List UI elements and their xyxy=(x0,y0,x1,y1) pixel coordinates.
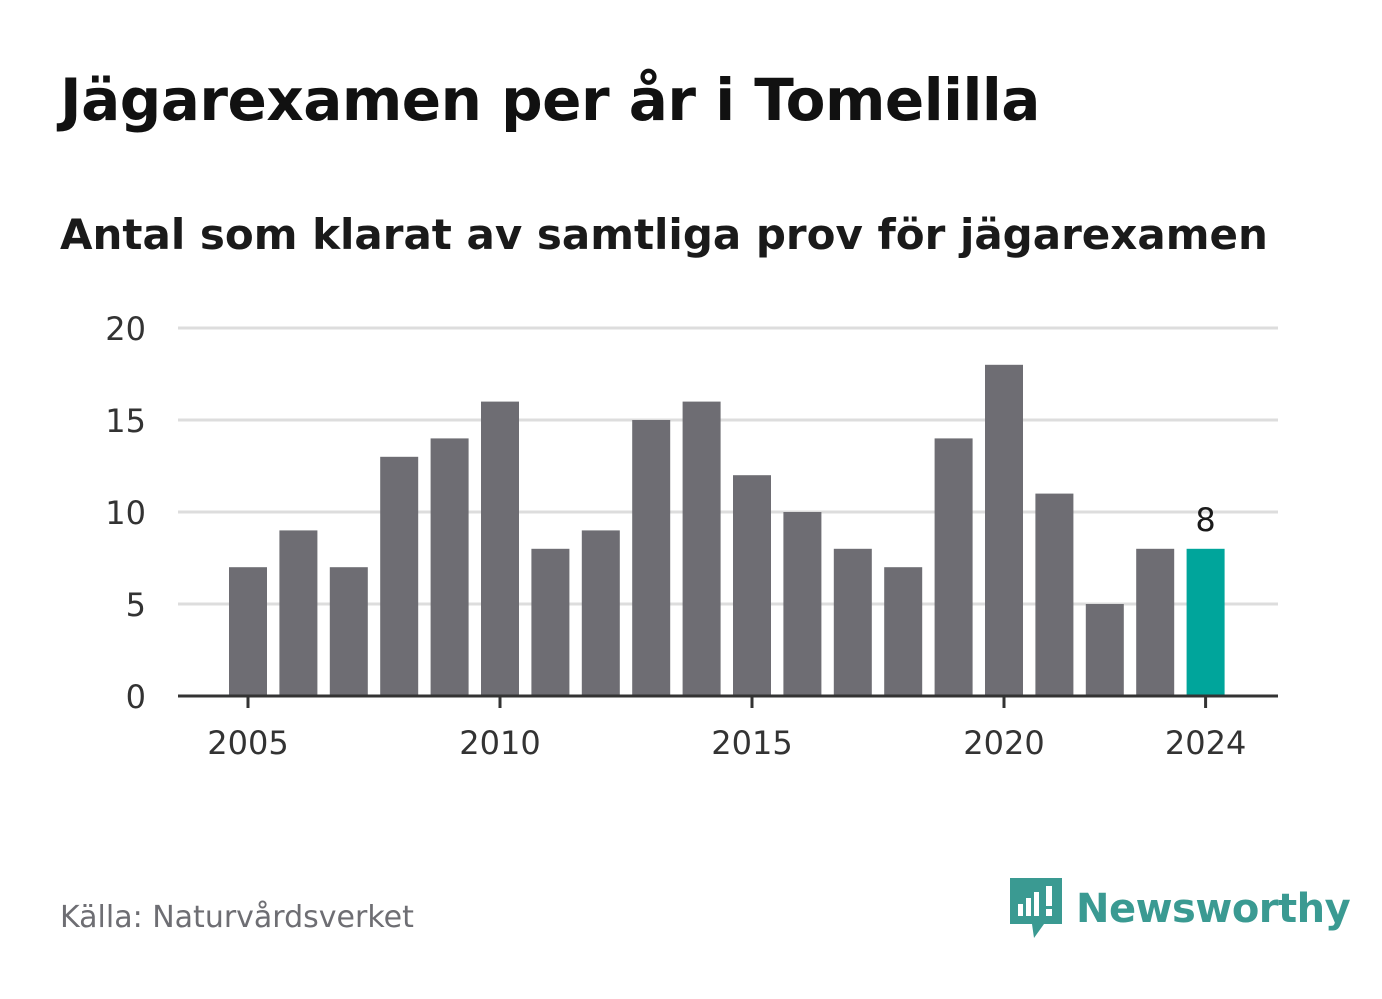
x-axis-labels: 2005 2010 2015 2020 2024 xyxy=(207,724,1246,762)
bar xyxy=(581,530,620,696)
bars xyxy=(229,364,1225,696)
bar xyxy=(833,548,872,696)
x-tick-label: 2015 xyxy=(711,724,792,762)
brand-logo: Newsworthy xyxy=(1010,878,1351,940)
bar-chart: 0 5 10 15 20 2005 2010 2015 2020 2024 8 xyxy=(105,310,1278,762)
y-tick-label: 20 xyxy=(105,310,146,348)
bar xyxy=(1136,548,1175,696)
bar xyxy=(682,401,721,696)
bar xyxy=(481,401,519,696)
y-tick-label: 0 xyxy=(126,678,146,716)
source-note: Källa: Naturvårdsverket xyxy=(60,900,414,935)
x-tick-label: 2020 xyxy=(963,724,1044,762)
chart-subtitle: Antal som klarat av samtliga prov för jä… xyxy=(60,210,1268,259)
x-tick-label: 2010 xyxy=(459,724,540,762)
brand-name: Newsworthy xyxy=(1076,886,1351,932)
y-tick-label: 15 xyxy=(105,402,146,440)
bar xyxy=(531,548,570,696)
x-axis xyxy=(178,694,1278,708)
x-tick-label: 2005 xyxy=(207,724,288,762)
bar xyxy=(380,456,419,696)
y-tick-label: 5 xyxy=(126,586,146,624)
y-tick-label: 10 xyxy=(105,494,146,532)
bar xyxy=(934,438,973,696)
bar xyxy=(884,567,923,696)
bar xyxy=(279,530,318,696)
bar xyxy=(733,475,771,696)
y-axis-labels: 0 5 10 15 20 xyxy=(105,310,146,716)
x-tick-label: 2024 xyxy=(1165,724,1246,762)
value-label: 8 xyxy=(1195,501,1215,539)
bar xyxy=(1085,604,1124,696)
bar xyxy=(430,438,469,696)
bar xyxy=(783,512,822,696)
chart-title: Jägarexamen per år i Tomelilla xyxy=(60,66,1040,134)
bar xyxy=(229,567,267,696)
bar xyxy=(1035,493,1074,696)
bar-highlight xyxy=(1186,548,1225,696)
annotations: 8 xyxy=(1195,501,1215,539)
gridlines xyxy=(178,326,1278,606)
bar xyxy=(329,567,368,696)
newsworthy-logo-icon xyxy=(1010,878,1062,938)
bar xyxy=(985,364,1023,696)
bar xyxy=(632,420,671,696)
